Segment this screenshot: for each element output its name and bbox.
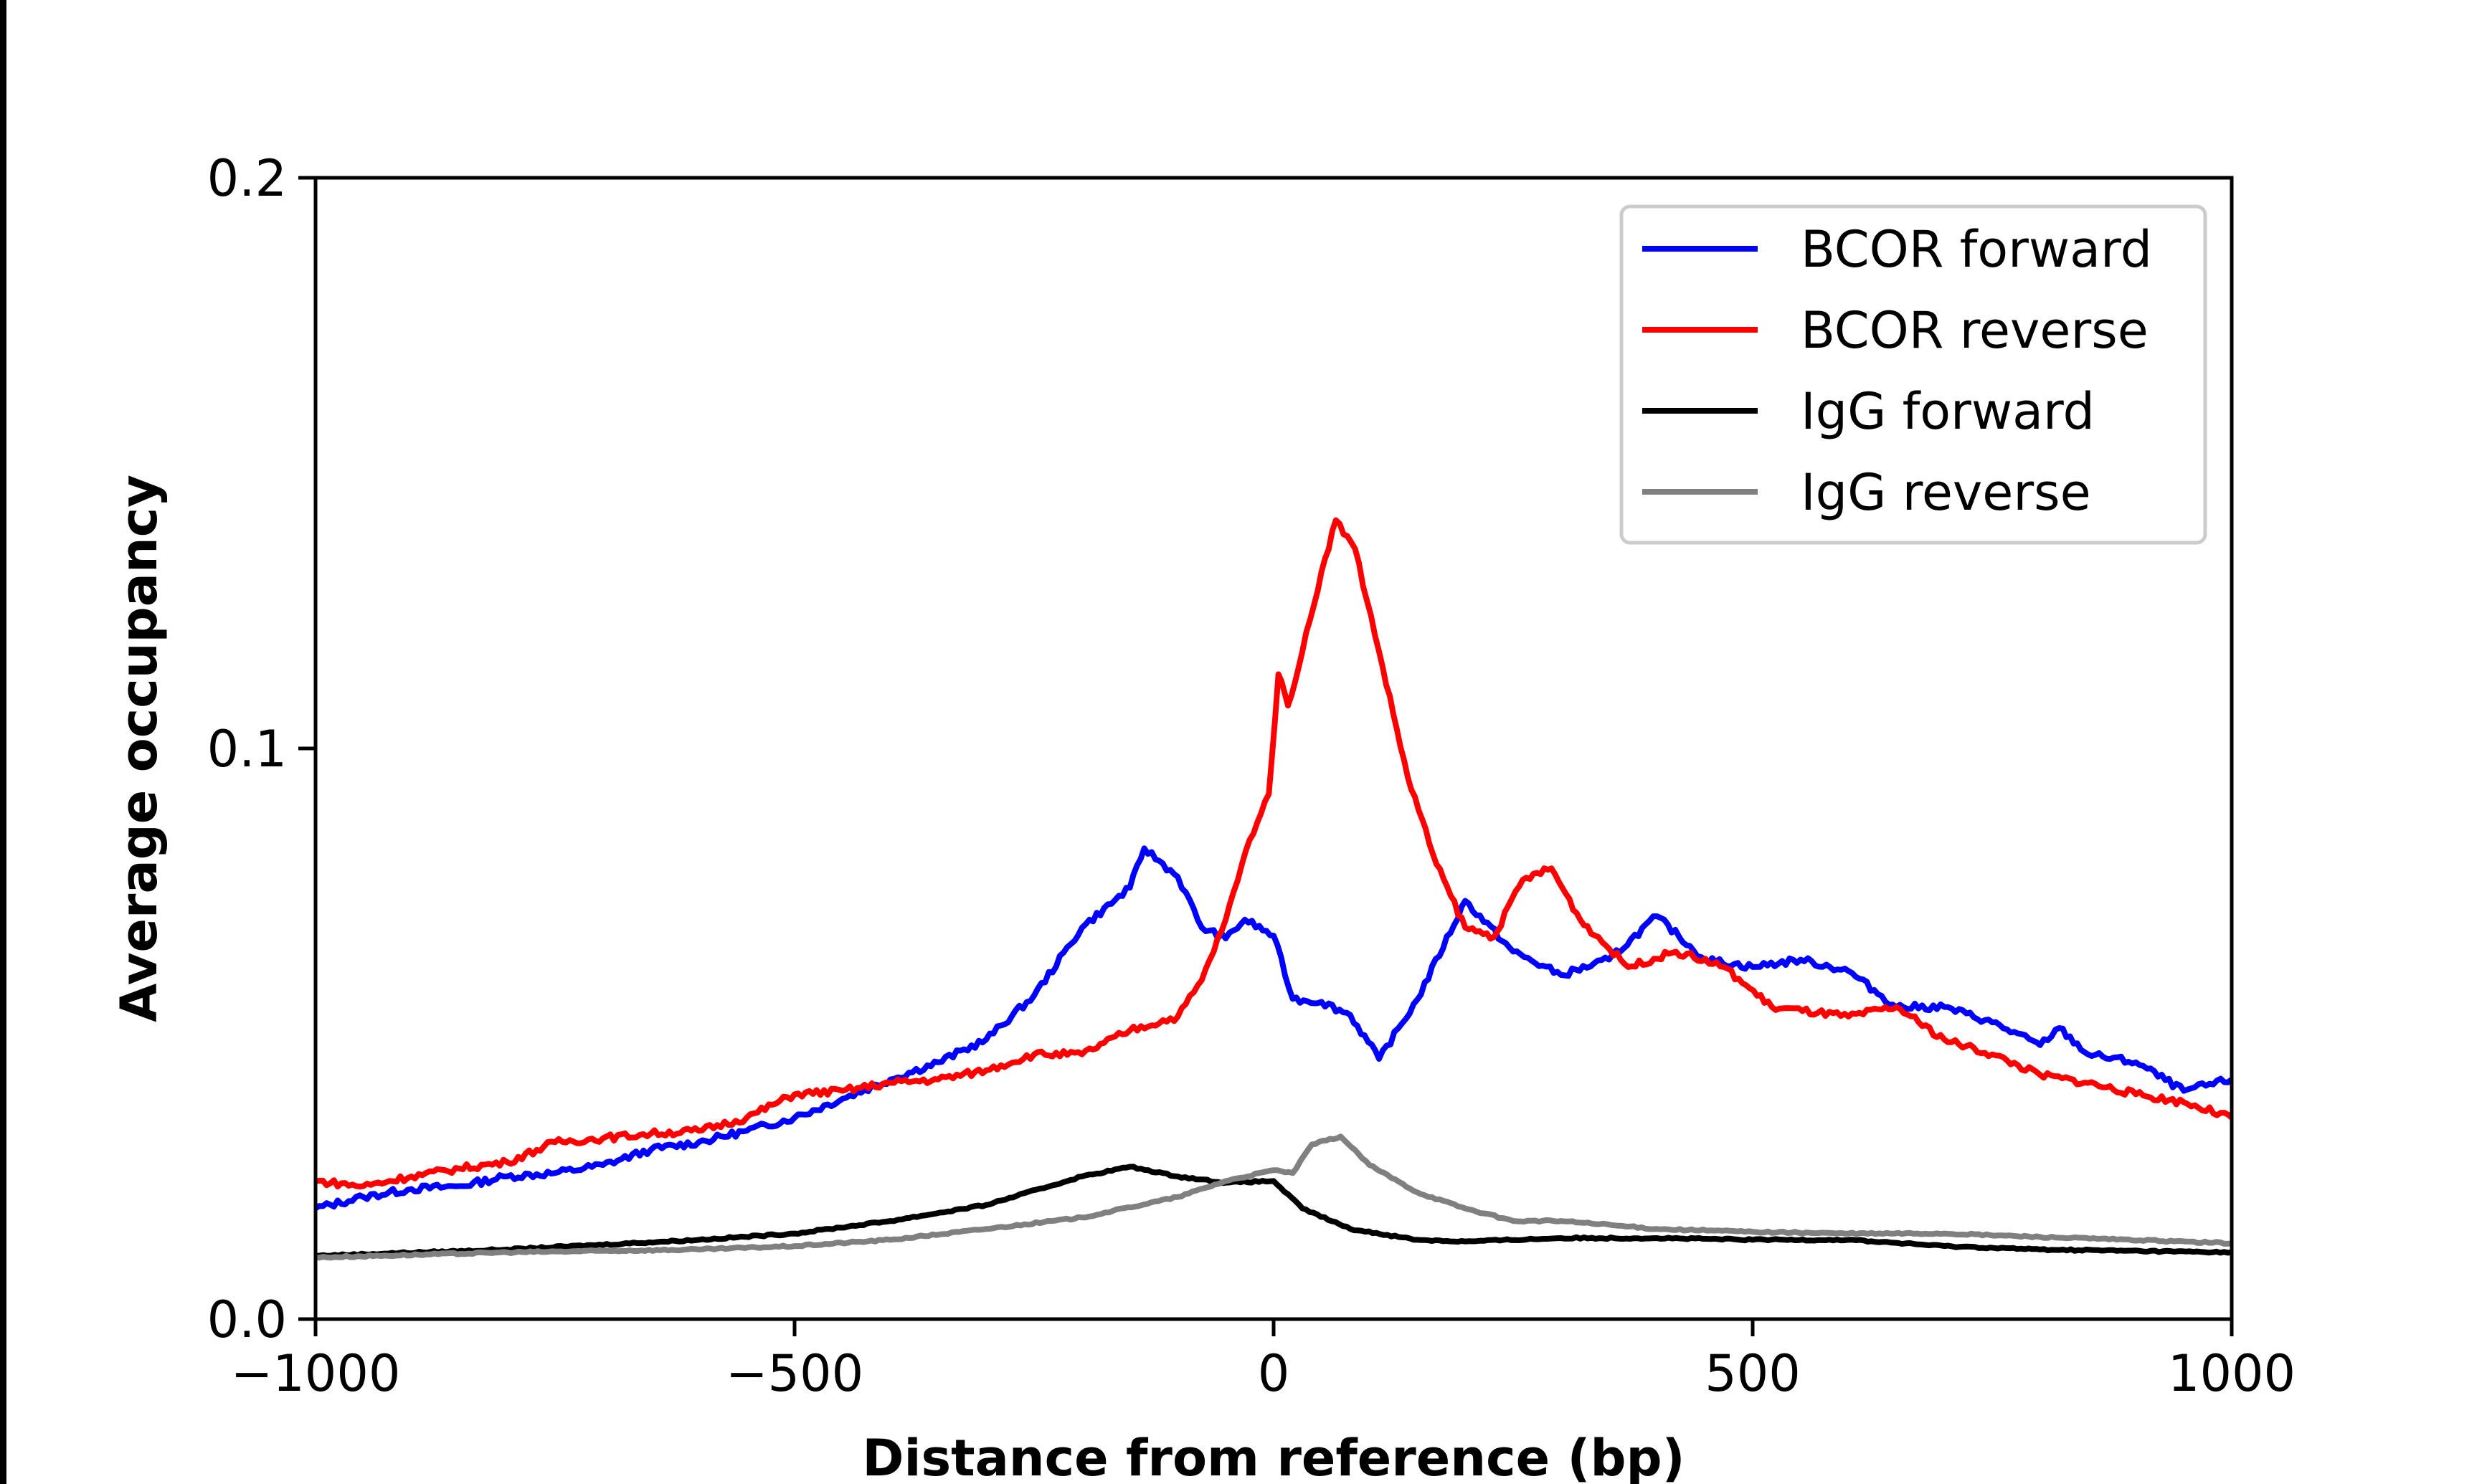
series-line-igg-forward xyxy=(316,1164,2232,1259)
legend: BCOR forward BCOR reverse IgG forward IgG r… xyxy=(1619,204,2207,545)
series-line-igg-reverse xyxy=(315,1133,2232,1261)
x-axis-label: Distance from reference (bp) xyxy=(862,1429,1685,1484)
x-tick-label: −1000 xyxy=(231,1344,401,1403)
legend-label: BCOR reverse xyxy=(1801,301,2149,360)
x-tick-label: 0 xyxy=(1258,1344,1290,1403)
y-tick-label: 0.2 xyxy=(207,149,287,208)
legend-item-bcor-reverse: BCOR reverse xyxy=(1642,301,2149,360)
legend-label: BCOR forward xyxy=(1801,220,2152,279)
legend-item-bcor-forward: BCOR forward xyxy=(1642,220,2152,279)
legend-label: IgG forward xyxy=(1801,382,2095,441)
legend-item-igg-reverse: IgG reverse xyxy=(1642,463,2091,522)
series-line-bcor-reverse xyxy=(315,517,2234,1190)
y-tick-label: 0.1 xyxy=(207,720,287,779)
legend-box xyxy=(1619,204,2207,545)
legend-label: IgG reverse xyxy=(1801,463,2091,522)
y-axis-label: Average occupancy xyxy=(110,475,169,1022)
legend-item-igg-forward: IgG forward xyxy=(1642,382,2095,441)
x-tick-label: −500 xyxy=(726,1344,863,1403)
x-axis-ticks: −1000 −500 0 500 1000 xyxy=(231,1319,2296,1403)
plot-lines xyxy=(313,517,2234,1261)
y-tick-label: 0.0 xyxy=(207,1290,287,1349)
x-tick-label: 1000 xyxy=(2168,1344,2296,1403)
left-border xyxy=(0,0,6,1484)
y-axis-ticks: 0.0 0.1 0.2 xyxy=(207,149,316,1349)
series-line-bcor-forward xyxy=(313,845,2234,1211)
x-tick-label: 500 xyxy=(1705,1344,1801,1403)
